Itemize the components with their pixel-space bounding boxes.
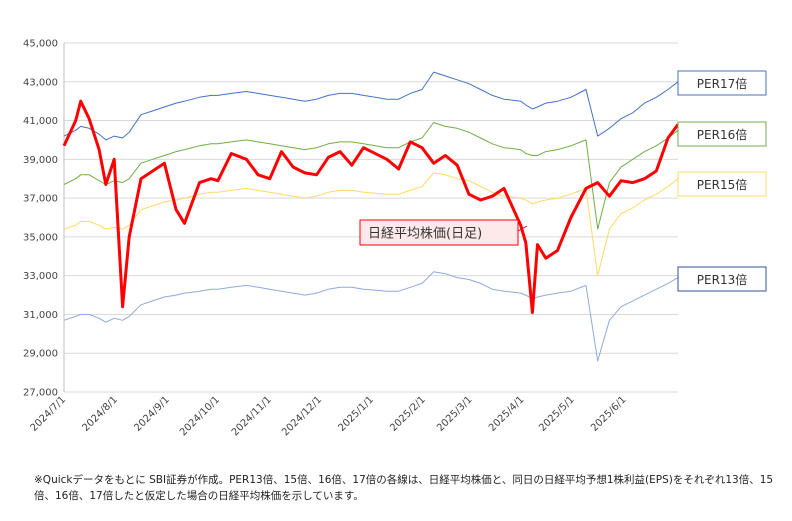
per17-line	[63, 71, 679, 141]
y-tick-label: 43,000	[23, 77, 58, 88]
x-tick-label: 2025/4/1	[487, 394, 527, 434]
nikkei-per-chart: 27,000 29,000 31,000 33,000 35,000 37,000 39,0…	[23, 39, 767, 438]
x-tick-label: 2025/3/1	[435, 394, 475, 434]
nikkei-label-box	[359, 219, 519, 246]
x-tick-label: 2024/8/1	[80, 394, 120, 434]
x-tick-label: 2025/1/1	[336, 394, 376, 434]
y-tick-label: 45,000	[23, 39, 58, 50]
grid-lines	[63, 42, 678, 393]
y-tick-label: 37,000	[23, 194, 58, 205]
x-tick-label: 2025/6/1	[589, 394, 629, 434]
y-tick-label: 35,000	[23, 232, 58, 243]
y-tick-label: 39,000	[23, 155, 58, 166]
y-tick-label: 29,000	[23, 349, 58, 360]
nikkei-label: 日経平均株価(日足)	[368, 227, 482, 242]
x-tick-label: 2024/9/1	[132, 394, 172, 434]
per13-label-box	[677, 266, 767, 292]
per16-label-box	[677, 121, 767, 147]
series-lines	[62, 71, 680, 362]
per16-label: PER16倍	[697, 127, 747, 142]
y-tick-label: 41,000	[23, 116, 58, 127]
x-tick-label: 2025/5/1	[537, 394, 577, 434]
x-tick-label: 2024/10/1	[178, 394, 222, 438]
y-tick-label: 27,000	[23, 388, 58, 399]
y-tick-label: 31,000	[23, 310, 58, 321]
x-axis-tick-labels: 2024/7/1 2024/8/1 2024/9/1 2024/10/1 2024/11…	[29, 394, 629, 438]
per16-line	[63, 122, 679, 230]
per17-label: PER17倍	[697, 76, 747, 91]
per15-label: PER15倍	[697, 177, 747, 192]
x-tick-label: 2024/12/1	[280, 394, 324, 438]
nikkei-label-leader	[517, 225, 528, 232]
per15-label-box	[677, 171, 767, 197]
per13-line	[63, 271, 679, 362]
y-axis-tick-labels: 27,000 29,000 31,000 33,000 35,000 37,000 39,0…	[23, 39, 58, 399]
y-tick-label: 33,000	[23, 271, 58, 282]
footnote: ※Quickデータをもとに SBI証券が作成。PER13倍、15倍、16倍、17…	[34, 474, 774, 502]
x-tick-label: 2024/11/1	[230, 394, 274, 438]
per13-label: PER13倍	[697, 272, 747, 287]
nikkei-line	[62, 99, 680, 314]
per15-line	[63, 172, 679, 277]
per17-label-box	[677, 70, 767, 96]
x-tick-label: 2025/2/1	[388, 394, 428, 434]
series-labels: 日経平均株価(日足) PER17倍 PER16倍 PER15倍 PER13倍	[359, 70, 767, 292]
x-tick-label: 2024/7/1	[29, 394, 69, 434]
